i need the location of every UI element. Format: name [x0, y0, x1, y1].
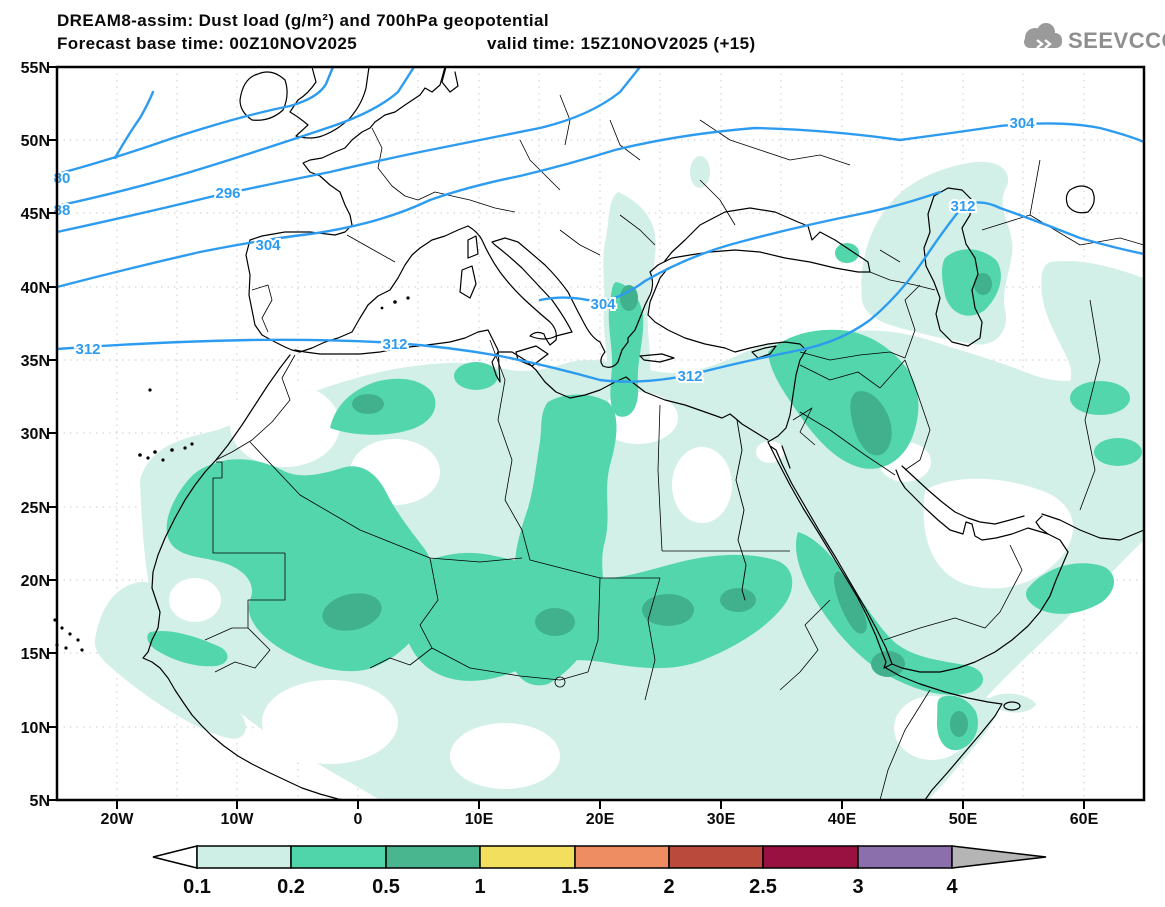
colorbar-label: 2	[663, 876, 674, 898]
x-tick-label: 20W	[101, 811, 135, 828]
y-axis-ticks	[48, 66, 57, 801]
contour-280	[55, 65, 335, 176]
x-tick-label: 20E	[586, 811, 615, 828]
contour-label: 312	[677, 368, 702, 385]
colorbar-label: 0.1	[183, 876, 211, 898]
y-tick-label: 25N	[21, 500, 50, 517]
x-tick-label: 10E	[465, 811, 494, 828]
contour-296	[55, 65, 642, 234]
contour-312	[55, 201, 1146, 383]
forecast-base-time: Forecast base time: 00Z10NOV2025	[57, 34, 357, 53]
island-specks	[53, 296, 410, 652]
y-tick-label: 55N	[21, 60, 50, 77]
y-axis-labels: 55N 50N 45N 40N 35N 30N 25N 20N 15N 10N …	[21, 60, 50, 810]
plot-frame	[48, 65, 1146, 809]
contour-labels: 80 88 296 304 312 312 304 312 312 304	[52, 113, 1038, 387]
contour-label: 312	[382, 336, 407, 353]
y-tick-label: 5N	[30, 793, 50, 810]
colorbar-label: 1	[474, 876, 485, 898]
y-tick-label: 20N	[21, 573, 50, 590]
x-axis-ticks	[116, 800, 1085, 809]
y-tick-label: 35N	[21, 353, 50, 370]
y-tick-label: 15N	[21, 646, 50, 663]
colorbar-segment	[857, 845, 953, 869]
contour-label: 296	[215, 185, 240, 202]
logo-text: SEEVCCC	[1068, 28, 1165, 53]
colorbar-label: 0.5	[372, 876, 400, 898]
cloud-icon	[1024, 23, 1062, 49]
y-tick-label: 40N	[21, 280, 50, 297]
colorbar-label: 1.5	[561, 876, 589, 898]
contour-label: 304	[590, 296, 616, 313]
dust-shading-medium	[147, 243, 1142, 751]
contour-label: 304	[255, 237, 281, 254]
x-tick-label: 50E	[949, 811, 978, 828]
valid-time: valid time: 15Z10NOV2025 (+15)	[487, 34, 756, 53]
x-tick-label: 10W	[221, 811, 255, 828]
geopotential-contours	[55, 65, 1146, 383]
x-tick-label: 30E	[707, 811, 736, 828]
colorbar-over-arrow	[951, 845, 1047, 869]
contour-label: 304	[1009, 115, 1035, 132]
seevccc-logo: SEEVCCC	[1024, 23, 1165, 53]
y-tick-label: 45N	[21, 206, 50, 223]
x-tick-label: 60E	[1070, 811, 1099, 828]
x-tick-label: 40E	[828, 811, 857, 828]
contour-label: 312	[950, 198, 975, 215]
colorbar-segment	[668, 845, 764, 869]
x-tick-label: 0	[354, 811, 363, 828]
contour-label: 312	[75, 341, 100, 358]
dust-shading-dark	[322, 273, 992, 737]
colorbar-label: 0.2	[277, 876, 305, 898]
chart-title: DREAM8-assim: Dust load (g/m²) and 700hP…	[57, 11, 549, 30]
colorbar-segment	[385, 845, 481, 869]
y-tick-label: 30N	[21, 426, 50, 443]
colorbar-segment	[290, 845, 387, 869]
contour-304-north	[55, 122, 1146, 289]
colorbar-labels: 0.1 0.2 0.5 1 1.5 2 2.5 3 4	[183, 876, 958, 898]
colorbar-label: 3	[852, 876, 863, 898]
colorbar-segment	[574, 845, 670, 869]
contour-272	[113, 90, 155, 160]
colorbar-segment	[479, 845, 576, 869]
y-tick-label: 10N	[21, 720, 50, 737]
x-axis-labels: 20W 10W 0 10E 20E 30E 40E 50E 60E	[101, 811, 1099, 828]
colorbar: 0.1 0.2 0.5 1 1.5 2 2.5 3 4	[152, 845, 1047, 898]
chart-header: DREAM8-assim: Dust load (g/m²) and 700hP…	[57, 11, 756, 53]
contour-288	[55, 65, 416, 208]
y-tick-label: 50N	[21, 133, 50, 150]
country-borders	[204, 94, 1145, 801]
contour-304-east	[538, 190, 942, 305]
colorbar-label: 2.5	[749, 876, 777, 898]
coastlines	[142, 66, 1145, 801]
colorbar-segment	[762, 845, 859, 869]
colorbar-label: 4	[946, 876, 958, 898]
colorbar-segment	[196, 845, 292, 869]
